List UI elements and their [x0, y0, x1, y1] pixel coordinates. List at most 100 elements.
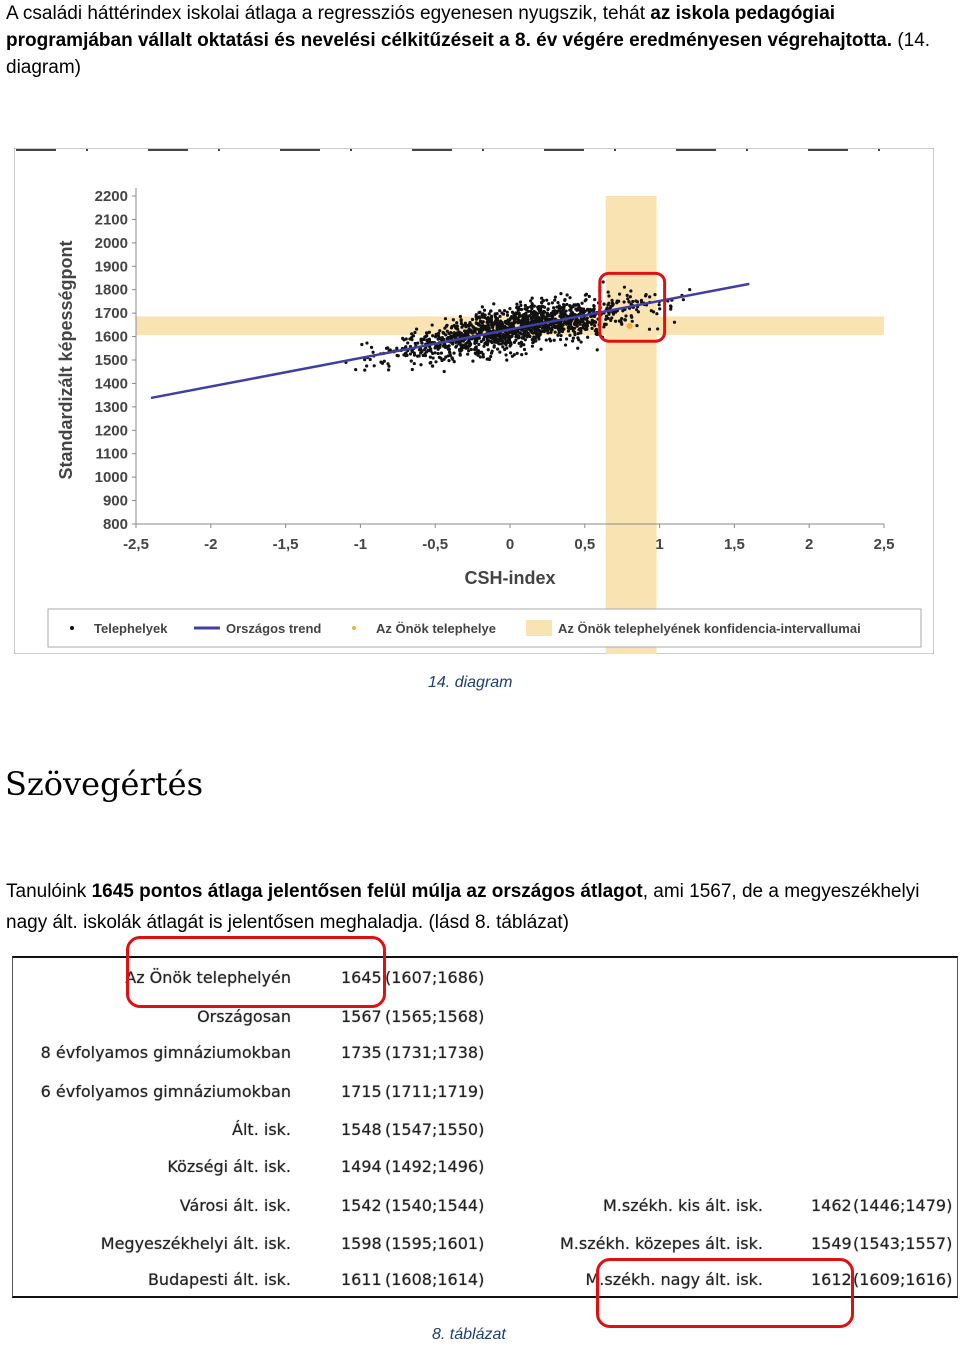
telephely-point — [631, 299, 635, 304]
intro-text-1: A családi háttérindex iskolai átlaga a r… — [6, 3, 651, 24]
telephely-point — [529, 299, 533, 303]
telephely-point — [581, 326, 585, 330]
table-row: Városi ált. isk. 1542 (1540;1544) — [13, 1196, 959, 1226]
telephely-point — [481, 320, 485, 324]
telephely-point — [562, 306, 566, 310]
telephely-point — [547, 318, 551, 322]
telephely-point — [649, 309, 653, 313]
x-tick-label: 0,5 — [574, 536, 595, 553]
telephely-point — [606, 290, 610, 294]
telephely-point — [457, 342, 461, 346]
highlight-megyeszekhely-nagy — [596, 1258, 854, 1328]
telephely-point — [546, 307, 550, 311]
telephely-point — [449, 326, 454, 330]
para-text-3: , ami 1567, de a megyeszékhelyi nagy ált… — [6, 881, 920, 933]
telephely-point — [354, 368, 358, 372]
telephely-point — [472, 347, 477, 352]
telephely-point — [530, 296, 534, 300]
telephely-point — [552, 306, 556, 310]
telephely-point — [476, 353, 480, 357]
telephely-point — [519, 344, 523, 348]
telephely-point — [635, 308, 639, 312]
telephely-point — [515, 351, 519, 355]
telephely-point — [499, 342, 503, 346]
telephely-point — [559, 311, 563, 316]
telephely-point — [622, 285, 627, 289]
telephely-point — [485, 320, 489, 324]
telephely-point — [576, 303, 581, 307]
telephely-point — [571, 339, 575, 343]
intro-text-bold: az iskola pedagógiai programjában vállal… — [6, 3, 893, 51]
telephely-point — [429, 349, 433, 353]
telephely-point — [522, 332, 527, 336]
chart-frame — [14, 148, 934, 654]
telephely-point — [542, 329, 546, 334]
telephely-point — [445, 345, 449, 349]
telephely-point — [533, 327, 537, 331]
telephely-point — [469, 347, 473, 352]
x-tick-label: -1 — [354, 536, 367, 553]
telephely-point — [610, 316, 614, 320]
telephely-point — [556, 333, 560, 337]
telephely-point — [523, 329, 527, 333]
telephely-point — [595, 332, 599, 337]
telephely-point — [555, 305, 559, 309]
telephely-point — [550, 313, 554, 318]
telephely-point — [363, 368, 367, 372]
telephely-point — [561, 308, 566, 312]
telephely-point — [500, 335, 504, 339]
telephely-point — [629, 289, 633, 293]
telephely-point — [504, 353, 508, 357]
telephely-point — [647, 327, 652, 331]
x-tick-label: -2,5 — [123, 536, 149, 553]
telephely-point — [462, 343, 466, 347]
highlight-own-school — [126, 936, 386, 1008]
telephely-point — [433, 346, 437, 350]
telephely-point — [404, 354, 408, 358]
telephely-point — [585, 308, 589, 312]
telephely-point — [655, 312, 659, 316]
telephely-point — [669, 305, 673, 309]
telephely-point — [431, 351, 435, 355]
telephely-point — [590, 326, 594, 331]
telephely-point — [620, 322, 624, 326]
telephely-point — [610, 301, 615, 305]
telephely-point — [589, 308, 593, 313]
legend-label: Telephelyek — [94, 621, 168, 636]
row-ci: (1711;1719) — [385, 1082, 485, 1101]
telephely-point — [579, 340, 583, 344]
telephely-point — [577, 338, 581, 342]
telephely-point — [531, 320, 535, 324]
telephely-point — [505, 346, 509, 350]
telephely-point — [408, 337, 412, 341]
row-label: 8 évfolyamos gimnáziumokban — [40, 1043, 291, 1062]
telephely-point — [474, 321, 478, 325]
telephely-point — [625, 293, 629, 297]
telephely-point — [482, 335, 486, 339]
telephely-point — [613, 319, 618, 323]
telephely-point — [452, 360, 456, 364]
telephely-point — [607, 312, 611, 316]
telephely-point — [564, 337, 569, 341]
legend-marker — [352, 626, 356, 630]
telephely-point — [386, 362, 390, 366]
telephely-point — [574, 317, 579, 321]
telephely-point — [430, 323, 434, 327]
telephely-point — [516, 305, 521, 309]
table-row: 6 évfolyamos gimnáziumokban 1715 (1711;171… — [13, 1082, 959, 1112]
table-row: Községi ált. isk. 1494 (1492;1496) — [13, 1157, 959, 1187]
row-value: 1598 — [341, 1234, 382, 1253]
telephely-point — [579, 317, 583, 321]
telephely-point — [529, 320, 533, 324]
telephely-point — [489, 318, 494, 322]
telephely-point — [519, 303, 523, 307]
telephely-point — [442, 342, 446, 346]
telephely-point — [504, 342, 508, 346]
telephely-point — [427, 330, 431, 334]
telephely-point — [570, 318, 574, 323]
telephely-point — [635, 300, 640, 304]
telephely-point — [419, 351, 423, 355]
telephely-point — [458, 334, 462, 338]
telephely-point — [527, 314, 532, 318]
telephely-point — [387, 364, 391, 368]
